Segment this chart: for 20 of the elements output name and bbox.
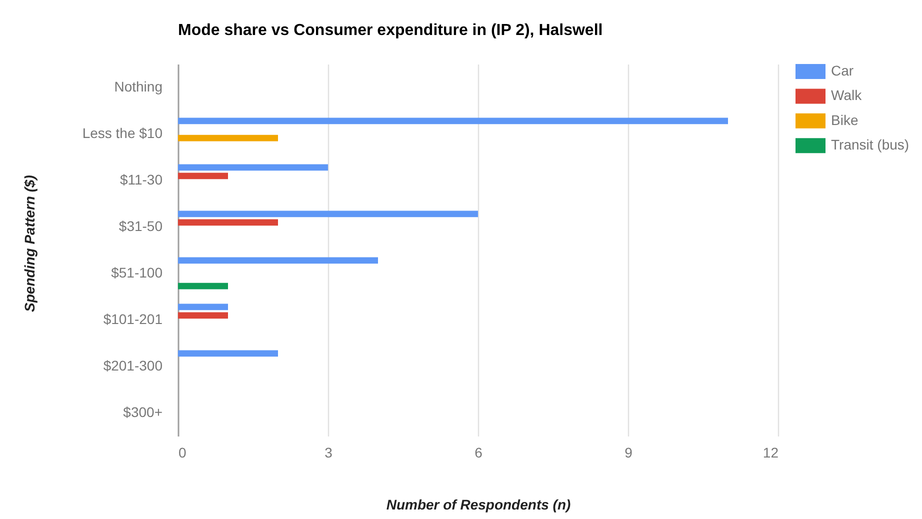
y-tick-label: $11-30 <box>120 171 163 188</box>
x-tick-label: 9 <box>624 444 633 460</box>
chart-title: Mode share vs Consumer expenditure in (IP 2), Halswell <box>178 22 603 39</box>
legend-label: Bike <box>831 112 858 128</box>
y-tick-label: $300+ <box>123 404 162 420</box>
y-tick-label: $201-300 <box>103 357 163 374</box>
legend-label: Walk <box>831 87 863 104</box>
x-axis-title: Number of Respondents (n) <box>386 496 571 512</box>
legend-label: Transit (bus) <box>831 136 910 153</box>
y-axis-title: Spending Pattern ($) <box>22 174 38 312</box>
y-tick-label: $51-100 <box>111 264 163 280</box>
y-tick-label: Nothing <box>114 78 162 94</box>
x-tick-label: 6 <box>474 444 483 460</box>
y-tick-label: $31-50 <box>118 218 163 234</box>
y-tick-label: Less the $10 <box>82 124 163 141</box>
x-tick-label: 3 <box>324 444 333 460</box>
x-tick-label: 12 <box>762 444 779 460</box>
y-tick-label: $101-201 <box>103 310 163 327</box>
legend-label: Car <box>831 62 854 78</box>
x-tick-label: 0 <box>178 444 186 460</box>
